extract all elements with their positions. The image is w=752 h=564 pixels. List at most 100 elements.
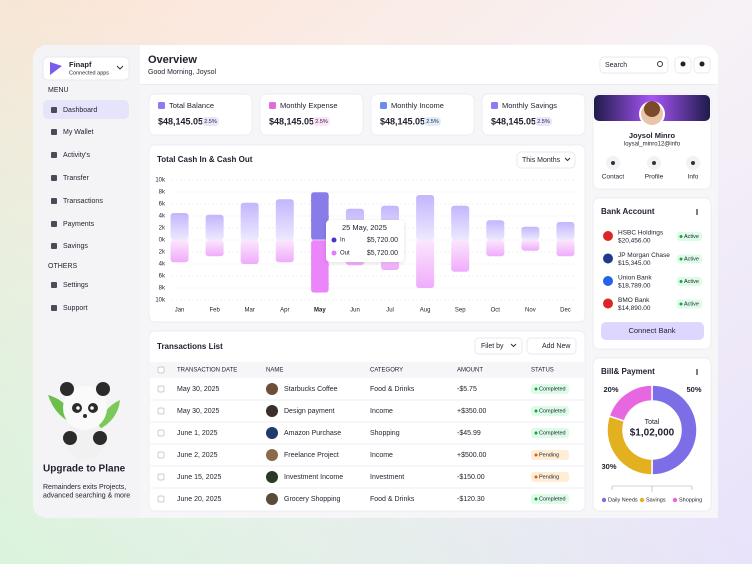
stat-card <box>370 93 475 136</box>
connect-button[interactable] <box>601 322 704 340</box>
menu-dot <box>696 211 698 213</box>
checkbox[interactable] <box>157 495 165 503</box>
x-tick-label: Mar <box>245 308 255 314</box>
page-title: Overview <box>148 54 197 66</box>
y-tick-label: 8k <box>159 190 166 196</box>
chevron <box>116 65 124 70</box>
bar <box>486 240 505 257</box>
status-label: Completed <box>539 430 566 436</box>
cell-category: Income <box>370 452 393 459</box>
tooltip-dot <box>331 237 337 243</box>
panda-nose <box>83 414 87 418</box>
action-label[interactable]: Profile <box>645 174 664 181</box>
panda-arm <box>63 431 77 445</box>
stat-change: 2.5% <box>204 119 217 125</box>
menu-icon <box>51 243 57 249</box>
avatar-hair <box>644 101 660 117</box>
checkbox[interactable] <box>157 429 165 437</box>
bar <box>275 240 294 263</box>
legend-label: Shopping <box>679 497 702 503</box>
menu-item[interactable]: My Wallet <box>63 129 94 136</box>
cell-name: Freelance Project <box>284 452 339 459</box>
bar <box>205 240 224 257</box>
brand-name: Finapf <box>69 60 92 69</box>
cell-date: May 30, 2025 <box>177 386 220 393</box>
action-label[interactable]: Info <box>688 174 699 181</box>
transactions-card <box>148 330 586 512</box>
x-tick-label: Sep <box>455 308 466 314</box>
menu-item[interactable]: Dashboard <box>63 107 97 114</box>
stat-label: Monthly Savings <box>502 101 557 110</box>
row-avatar <box>266 449 278 461</box>
menu-item[interactable]: Support <box>63 305 88 312</box>
cell-date: June 1, 2025 <box>177 430 218 437</box>
cell-amount: -$45.99 <box>457 430 481 437</box>
bar <box>240 240 259 264</box>
bar <box>521 240 540 251</box>
period-select[interactable] <box>516 151 576 169</box>
status-dot <box>534 387 538 391</box>
leaf <box>98 400 120 430</box>
brand-box[interactable] <box>42 56 130 81</box>
bar <box>170 240 189 263</box>
y-tick-label: 2k <box>159 250 166 256</box>
search-box[interactable] <box>599 56 669 74</box>
menu-icon <box>51 282 57 288</box>
action-glyph <box>611 161 615 165</box>
search-icon <box>657 61 663 67</box>
cell-amount: +$350.00 <box>457 408 486 415</box>
checkbox[interactable] <box>157 407 165 415</box>
row-avatar <box>266 427 278 439</box>
menu-icon <box>51 175 57 181</box>
menu-item[interactable]: Savings <box>63 243 88 250</box>
bank-name: BMO Bank <box>618 297 650 304</box>
active-badge <box>677 277 702 286</box>
donut-hole <box>624 402 680 458</box>
menu-item[interactable]: Settings <box>63 282 89 289</box>
cell-name: Grocery Shopping <box>284 496 341 503</box>
bank-amount: $20,456.00 <box>618 238 651 245</box>
stat-value: $48,145.05 <box>158 116 203 126</box>
bar <box>310 239 330 294</box>
x-tick-label: Apr <box>280 308 289 314</box>
menu-item[interactable]: Transactions <box>63 198 103 205</box>
legend-bracket <box>611 485 693 492</box>
status-dot <box>534 497 538 501</box>
add-button[interactable] <box>526 337 577 355</box>
brand-logo <box>50 62 62 75</box>
status-badge <box>531 472 569 482</box>
checkbox[interactable] <box>157 366 165 374</box>
stat-change: 2.5% <box>426 119 439 125</box>
y-tick-label: 8k <box>159 286 166 292</box>
stat-change: 2.5% <box>315 119 328 125</box>
stat-card <box>481 93 586 136</box>
checkbox[interactable] <box>157 473 165 481</box>
row-avatar <box>266 405 278 417</box>
table-title: Transactions List <box>157 342 223 351</box>
action-label[interactable]: Contact <box>602 174 625 181</box>
cell-date: June 15, 2025 <box>177 474 221 481</box>
donut-center-label: Total <box>645 419 660 426</box>
cell-name: Design payment <box>284 408 335 415</box>
cell-name: Amazon Purchase <box>284 430 341 437</box>
menu-item[interactable]: Transfer <box>63 175 89 182</box>
panda-pupil <box>90 406 94 410</box>
active-label: Active <box>684 256 699 262</box>
table-header <box>150 362 584 378</box>
bank-amount: $15,345.00 <box>618 260 651 267</box>
filter-label: Filet by <box>481 343 504 350</box>
cell-date: June 2, 2025 <box>177 452 218 459</box>
donut-title: Bill& Payment <box>601 367 655 376</box>
bank-title: Bank Account <box>601 207 655 216</box>
y-tick-label: 6k <box>159 274 166 280</box>
active-label: Active <box>684 301 699 307</box>
checkbox[interactable] <box>157 451 165 459</box>
active-badge <box>677 299 702 309</box>
bar <box>275 199 294 240</box>
filter-button[interactable] <box>474 337 523 355</box>
menu-item[interactable]: Payments <box>63 221 95 228</box>
panda-head <box>63 386 107 430</box>
menu-item[interactable]: Activity's <box>63 152 91 159</box>
cell-name: Starbucks Coffee <box>284 386 338 393</box>
checkbox[interactable] <box>157 385 165 393</box>
